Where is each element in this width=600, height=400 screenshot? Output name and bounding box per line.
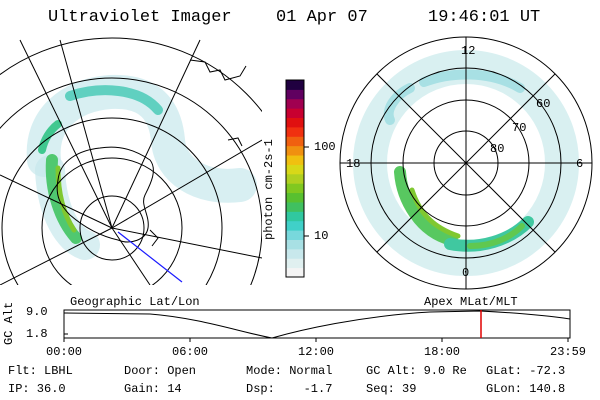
colorbar-label-100: 100 <box>314 140 336 154</box>
colorbar-segment <box>286 211 304 222</box>
timeline-xtick-1800: 18:00 <box>424 345 461 359</box>
colorbar-segment <box>286 173 304 184</box>
mlt-label-12: 12 <box>461 44 476 58</box>
colorbar-label-10: 10 <box>314 229 329 243</box>
dsp-value: Dsp: -1.7 <box>246 382 333 396</box>
colorbar-segment <box>286 108 304 119</box>
colorbar <box>286 80 304 278</box>
colorbar-segment <box>286 183 304 194</box>
colorbar-segment <box>286 80 304 90</box>
colorbar-segment <box>286 267 304 278</box>
mlat-label-70: 70 <box>512 121 527 135</box>
colorbar-segment <box>286 145 304 156</box>
colorbar-segment <box>286 239 304 250</box>
mlat-label-60: 60 <box>536 97 551 111</box>
colorbar-segment <box>286 136 304 147</box>
meridian-lines <box>0 39 262 285</box>
geographic-map <box>0 37 262 285</box>
colorbar-segment <box>286 192 304 203</box>
timeline-ylabel: GC Alt <box>2 301 16 345</box>
glon-value: GLon: 140.8 <box>486 382 566 396</box>
colorbar-segment <box>286 258 304 269</box>
colorbar-segment <box>286 230 304 240</box>
colorbar-segment <box>286 248 304 259</box>
timeline-ybottom: 1.8 <box>26 327 48 341</box>
ip-value: IP: 36.0 <box>8 382 66 396</box>
colorbar-frame <box>285 79 305 278</box>
timeline-xtick-0000: 00:00 <box>46 345 83 359</box>
mlt-label-6: 6 <box>576 157 584 171</box>
altitude-curve <box>63 310 571 339</box>
timeline-plot <box>63 309 571 342</box>
geographic-caption: Geographic Lat/Lon <box>70 295 200 309</box>
colorbar-segment <box>286 126 304 137</box>
timeline-ytop: 9.0 <box>26 305 48 319</box>
colorbar-segment <box>286 164 304 175</box>
colorbar-segment <box>286 89 304 100</box>
colorbar-segment <box>286 220 304 231</box>
time-label: 19:46:01 UT <box>428 8 541 27</box>
door-value: Door: Open <box>124 364 197 378</box>
colorbar-segment <box>286 117 304 128</box>
mode-value: Mode: Normal <box>246 364 333 378</box>
mlat-label-80: 80 <box>490 142 505 156</box>
timeline-xtick-2359: 23:59 <box>550 345 587 359</box>
colorbar-unit-label: photon cm-2s-1 <box>262 139 276 240</box>
magnetic-polar-plot <box>339 36 593 290</box>
antarctica-coastline <box>56 146 154 243</box>
seq-value: Seq: 39 <box>366 382 417 396</box>
aurora-oval-left <box>26 74 257 260</box>
date-label: 01 Apr 07 <box>276 8 368 27</box>
satellite-direction-line <box>117 231 183 283</box>
continent-fragment <box>149 59 247 247</box>
gain-value: Gain: 14 <box>124 382 182 396</box>
colorbar-segment <box>286 201 304 212</box>
gc-alt-value: GC Alt: 9.0 Re <box>366 364 467 378</box>
timeline-xtick-1200: 12:00 <box>298 345 335 359</box>
mlt-spokes <box>340 37 592 289</box>
colorbar-segment <box>286 155 304 165</box>
glat-value: GLat: -72.3 <box>486 364 566 378</box>
latitude-circles <box>0 37 262 285</box>
magnetic-caption: Apex MLat/MLT <box>424 295 518 309</box>
mlt-label-0: 0 <box>462 266 470 280</box>
timeline-xtick-0600: 06:00 <box>172 345 209 359</box>
colorbar-segment <box>286 98 304 109</box>
filter-value: Flt: LBHL <box>8 364 73 378</box>
instrument-title: Ultraviolet Imager <box>48 8 232 27</box>
mlt-label-18: 18 <box>346 157 361 171</box>
